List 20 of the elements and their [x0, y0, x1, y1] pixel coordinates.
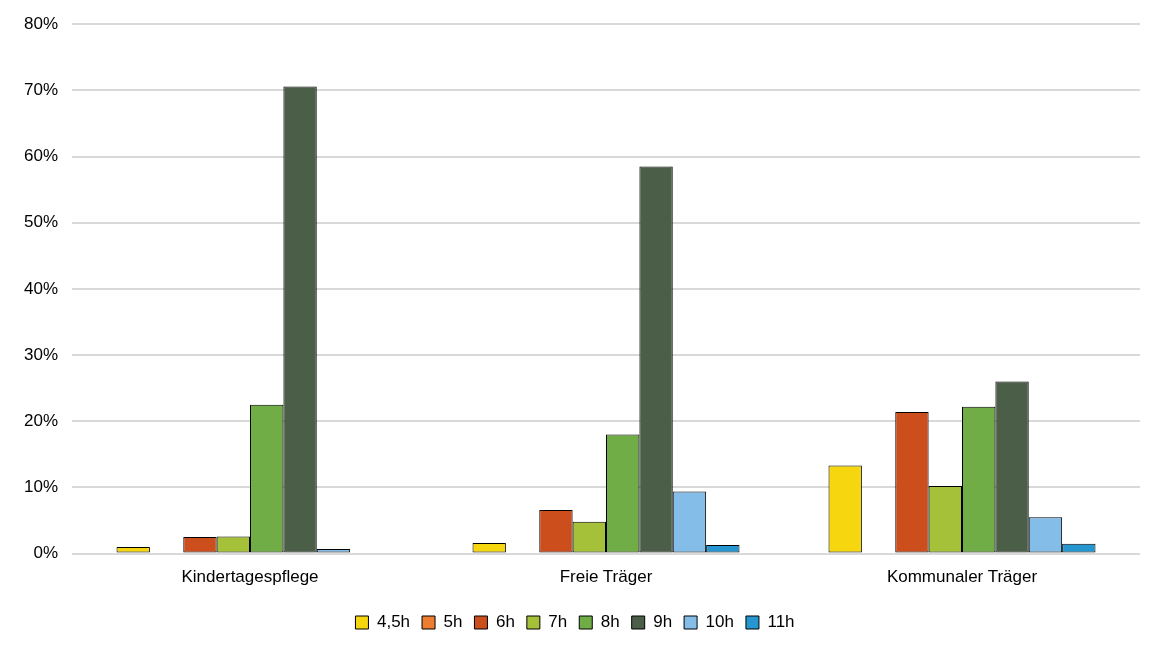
- legend-label: 6h: [495, 612, 515, 632]
- y-tick-label: 30%: [23, 344, 59, 364]
- x-tick-label: Kindertagespflege: [181, 567, 319, 587]
- y-tick-label: 0%: [33, 543, 59, 563]
- legend-label: 9h: [653, 612, 673, 632]
- legend-label: 4,5h: [376, 612, 411, 632]
- legend-label: 7h: [548, 612, 568, 632]
- y-tick-label: 40%: [23, 278, 59, 298]
- legend-label: 5h: [443, 612, 463, 632]
- y-tick-label: 20%: [23, 410, 59, 430]
- legend-label: 8h: [600, 612, 620, 632]
- legend-label: 10h: [705, 612, 734, 632]
- y-tick-label: 50%: [23, 212, 59, 232]
- y-tick-label: 60%: [23, 146, 59, 166]
- y-tick-label: 80%: [23, 13, 59, 33]
- x-tick-label: Kommunaler Träger: [886, 567, 1038, 587]
- legend-label: 11h: [767, 612, 795, 632]
- y-tick-label: 70%: [23, 80, 59, 100]
- x-tick-label: Freie Träger: [559, 567, 653, 587]
- y-tick-label: 10%: [23, 477, 59, 497]
